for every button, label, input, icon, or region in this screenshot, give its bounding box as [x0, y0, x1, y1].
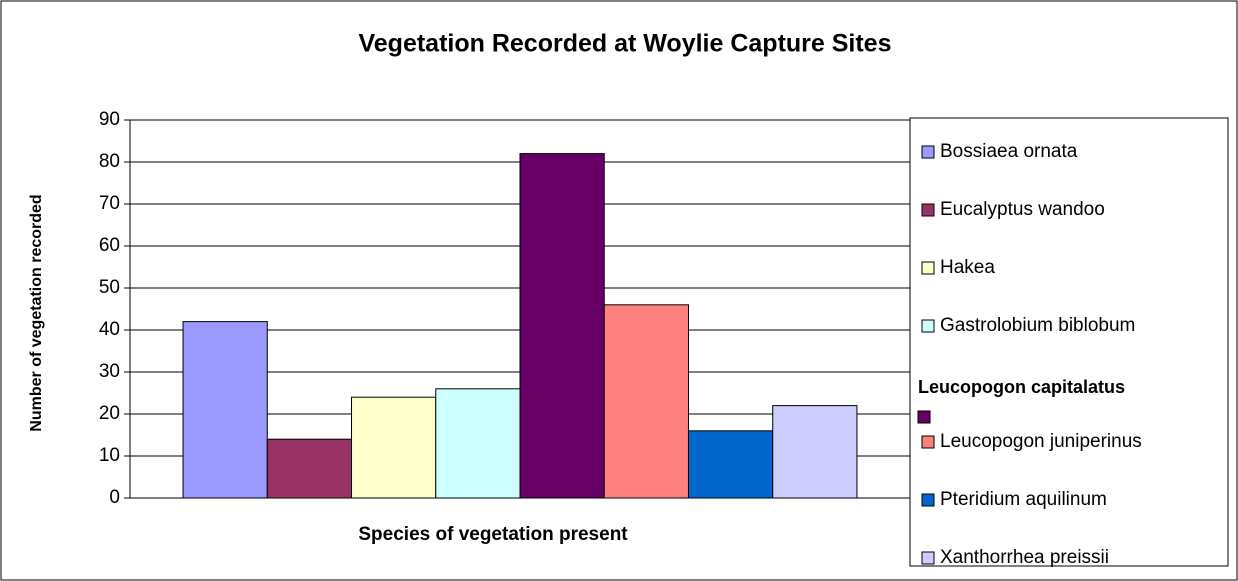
legend-label: Eucalyptus wandoo: [940, 199, 1105, 220]
y-tick-label: 50: [99, 277, 120, 298]
bar: [772, 405, 858, 499]
y-tick-label: 90: [99, 109, 120, 130]
y-tick-label: 80: [99, 151, 120, 172]
legend-label: Hakea: [940, 257, 995, 278]
legend-marker: [921, 493, 935, 507]
y-tick-label: 30: [99, 361, 120, 382]
legend-label: Leucopogon juniperinus: [940, 431, 1142, 452]
y-axis-label: Number of vegetation recorded: [28, 194, 45, 431]
bar: [603, 304, 689, 499]
bar: [182, 321, 268, 499]
x-axis-label: Species of vegetation present: [358, 524, 628, 545]
bar: [519, 153, 605, 499]
legend-label: Bossiaea ornata: [940, 141, 1078, 162]
bar: [351, 396, 437, 499]
legend-label: Gastrolobium biblobum: [940, 315, 1135, 336]
legend-marker: [921, 203, 935, 217]
y-tick-label: 20: [99, 403, 120, 424]
legend-label: Xanthorrhea preissii: [940, 547, 1109, 568]
legend-label: Leucopogon capitalatus: [918, 377, 1125, 397]
bar: [435, 388, 521, 499]
legend-label: Pteridium aquilinum: [940, 489, 1107, 510]
y-tick-label: 10: [99, 445, 120, 466]
y-tick-label: 70: [99, 193, 120, 214]
legend-marker: [921, 319, 935, 333]
legend-box: [909, 117, 1229, 567]
bar: [687, 430, 774, 499]
legend-marker: [917, 410, 931, 424]
legend-marker: [921, 435, 935, 449]
legend-marker: [921, 145, 935, 159]
legend-marker: [921, 261, 935, 275]
chart-title: Vegetation Recorded at Woylie Capture Si…: [358, 30, 891, 58]
y-tick-label: 0: [109, 487, 120, 508]
y-tick-label: 40: [99, 319, 120, 340]
bar: [266, 438, 353, 499]
y-tick-label: 60: [99, 235, 120, 256]
legend-marker: [921, 551, 935, 565]
